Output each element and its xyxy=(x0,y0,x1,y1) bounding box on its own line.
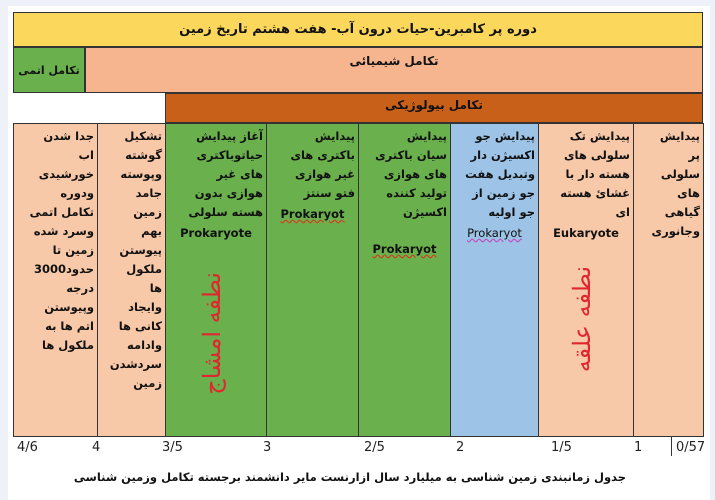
era-description: آغاز پیدایش حیاتوباکتری های غیر هوازی بد… xyxy=(188,129,263,219)
era-description: پیدایش سیان باکتری های هوازی تولید کننده… xyxy=(375,129,447,219)
era-column: پیدایش سیان باکتری های هوازی تولید کننده… xyxy=(358,123,451,437)
era-description: تشکیل گوشته وپوسته جامد زمین بهم پیوستن … xyxy=(109,129,162,390)
cell-type-label: Prokaryote xyxy=(180,226,252,240)
table-title: دوره پر کامبرین-حیات درون آب- هفت هشتم ت… xyxy=(13,12,703,47)
era-column: پیدایش جو اکسیژن دار وتبدیل هفت جو زمین … xyxy=(450,123,539,437)
era-column: پیدایش باکتری های غیر هوازی فتو سنتز Prok… xyxy=(266,123,359,437)
axis-tick-label: 2/5 xyxy=(364,440,385,455)
blank-cell xyxy=(13,93,165,123)
era-description: پیدایش تک سلولی های هسته دار با غشائ هست… xyxy=(560,129,630,219)
caption: جدول زمانبندی زمین شناسی به میلیارد سال … xyxy=(73,470,627,484)
axis-tick-label: 1/5 xyxy=(551,440,572,455)
handwritten-annotation: نطفه علقه xyxy=(567,266,596,373)
biological-evolution-header: تکامل بیولوژیکی xyxy=(165,93,703,123)
cell-type-label: Prokaryot xyxy=(280,207,345,221)
era-column: پیدایش پر سلولی های گیاهی وجانوری xyxy=(633,123,704,437)
era-column: جدا شدن اب خورشیدی ودوره تکامل اتمی وسرد… xyxy=(13,123,98,437)
cell-type-label: Eukaryote xyxy=(553,226,619,240)
axis-tick-label: 3 xyxy=(263,440,272,455)
axis-tick-label: 1 xyxy=(634,440,643,455)
axis-tick-line xyxy=(671,436,672,456)
cell-type-label: Prokaryot xyxy=(372,242,437,256)
era-description: پیدایش باکتری های غیر هوازی فتو سنتز xyxy=(290,129,355,200)
handwritten-annotation: نطفه امشاج xyxy=(197,272,226,395)
atomic-evolution-header: تکامل اتمی xyxy=(13,47,85,93)
era-column: پیدایش تک سلولی های هسته دار با غشائ هست… xyxy=(538,123,634,437)
era-column: آغاز پیدایش حیاتوباکتری های غیر هوازی بد… xyxy=(165,123,267,437)
era-description: پیدایش جو اکسیژن دار وتبدیل هفت جو زمین … xyxy=(465,129,535,219)
cell-type-label: Prokaryot xyxy=(467,226,522,240)
axis-tick-label: 4/6 xyxy=(17,440,38,455)
axis-tick-label: 2 xyxy=(456,440,465,455)
axis-tick-label: 3/5 xyxy=(162,440,183,455)
era-description: جدا شدن اب خورشیدی ودوره تکامل اتمی وسرد… xyxy=(29,129,94,352)
era-description: پیدایش پر سلولی های گیاهی وجانوری xyxy=(651,129,700,238)
axis-tick-label: 4 xyxy=(92,440,101,455)
chemical-evolution-header: تکامل شیمیائی xyxy=(85,47,703,93)
era-column: تشکیل گوشته وپوسته جامد زمین بهم پیوستن … xyxy=(97,123,166,437)
axis-tick-label: 0/57 xyxy=(676,440,706,455)
